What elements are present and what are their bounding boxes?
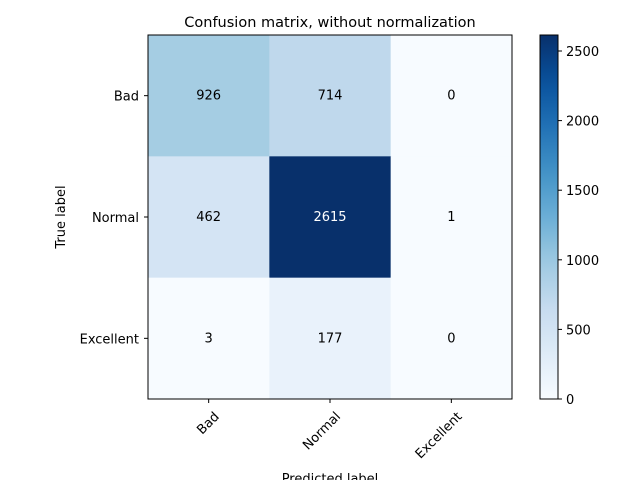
cell-label-normal-excellent: 1	[447, 210, 455, 225]
y-tick-label: Excellent	[80, 332, 139, 347]
cell-bad-excellent	[390, 35, 513, 157]
cell-label-bad-excellent: 0	[447, 89, 455, 104]
cell-bad-bad	[148, 35, 270, 157]
colorbar-tick-label: 0	[566, 393, 574, 408]
cell-normal-bad	[148, 156, 270, 279]
cell-value-labels: 926 714 0 462 2615 1 3 177 0	[196, 89, 455, 347]
cell-excellent-excellent	[390, 277, 513, 400]
y-axis-ticks: Bad Normal Excellent	[80, 90, 148, 347]
x-tick-label: Normal	[300, 409, 344, 453]
heatmap-cells	[148, 35, 513, 400]
cell-label-normal-bad: 462	[196, 210, 221, 225]
colorbar-tick-label: 2000	[566, 115, 599, 130]
colorbar-ticks: 0 500 1000 1500 2000 2500	[558, 45, 599, 408]
cell-label-excellent-bad: 3	[205, 331, 213, 346]
x-axis-label: Predicted label	[282, 472, 379, 480]
cell-excellent-normal	[269, 277, 392, 400]
x-tick-label: Excellent	[413, 409, 466, 462]
cell-normal-normal	[269, 156, 392, 279]
cell-label-excellent-normal: 177	[318, 331, 343, 346]
y-axis-label: True label	[54, 185, 69, 249]
y-tick-label: Bad	[114, 90, 139, 105]
y-tick-label: Normal	[92, 211, 139, 226]
cell-label-bad-normal: 714	[318, 89, 343, 104]
chart-title: Confusion matrix, without normalization	[184, 15, 475, 31]
colorbar-tick-label: 1000	[566, 254, 599, 269]
colorbar	[539, 34, 559, 400]
cell-normal-excellent	[390, 156, 513, 279]
colorbar-tick-label: 500	[566, 323, 591, 338]
colorbar-tick-label: 1500	[566, 184, 599, 199]
cell-label-normal-normal: 2615	[313, 210, 346, 225]
cell-label-bad-bad: 926	[196, 89, 221, 104]
cell-label-excellent-excellent: 0	[447, 331, 455, 346]
x-axis-ticks: Bad Normal Excellent	[194, 399, 465, 462]
cell-excellent-bad	[148, 277, 270, 400]
cell-bad-normal	[269, 35, 392, 157]
x-tick-label: Bad	[194, 409, 222, 437]
colorbar-tick-label: 2500	[566, 45, 599, 60]
